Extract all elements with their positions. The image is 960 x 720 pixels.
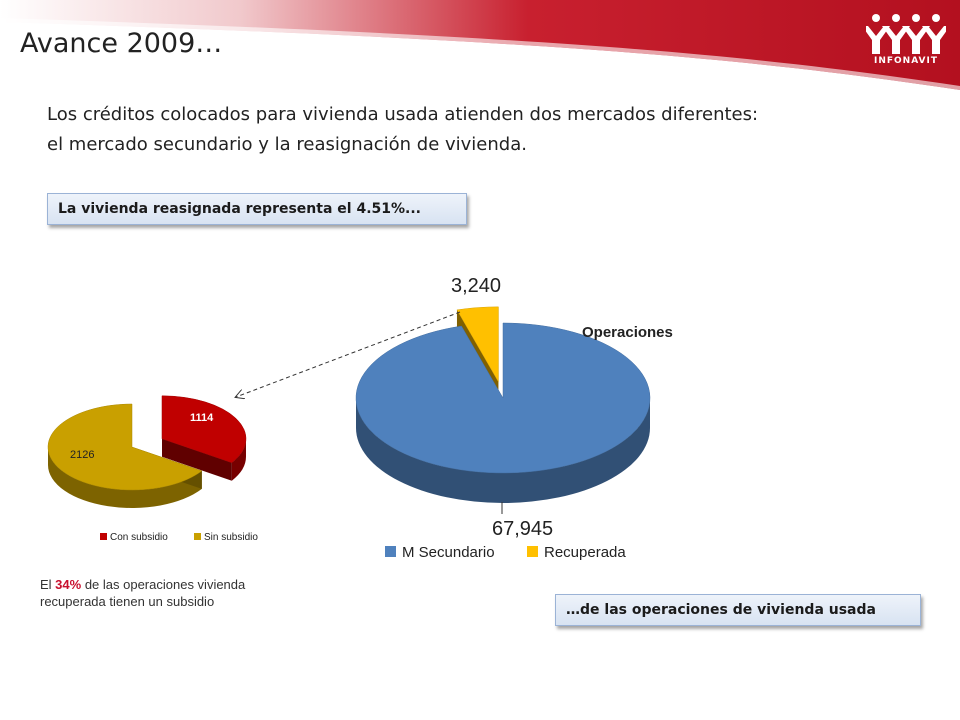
legend-label-sin-subsidio: Sin subsidio [204, 532, 258, 543]
m-secundario-slice [355, 322, 651, 474]
data-label-sin-subsidio: 2126 [70, 449, 94, 461]
recuperada-slice [456, 306, 499, 383]
page-title: Avance 2009… [20, 28, 223, 59]
legend-swatch-sin-subsidio [194, 533, 201, 540]
con-subsidio-wall-1 [161, 438, 232, 481]
legend-label-con-subsidio: Con subsidio [110, 532, 168, 543]
legend-swatch-m-secundario [385, 546, 396, 557]
note-prefix: El [40, 577, 56, 592]
link-arrow [236, 311, 461, 397]
con-subsidio-slice [161, 395, 247, 463]
legend-label-m-secundario: M Secundario [402, 544, 495, 561]
note-suffix: de las operaciones vivienda recuperada t… [40, 577, 246, 609]
header-band [0, 0, 960, 90]
callout-reasignada: La vivienda reasignada representa el 4.5… [47, 193, 467, 225]
intro-line-2: el mercado secundario y la reasignación … [47, 134, 527, 155]
legend-label-recuperada: Recuperada [544, 544, 626, 561]
data-label-m-secundario: 67,945 [492, 518, 553, 540]
infonavit-logo [866, 14, 946, 54]
data-label-recuperada: 3,240 [451, 275, 501, 297]
con-subsidio-side [231, 438, 246, 481]
callout-operaciones: …de las operaciones de vivienda usada [555, 594, 921, 626]
operaciones-pie [355, 306, 651, 503]
operaciones-pie-title: Operaciones [582, 324, 673, 341]
note-highlight: 34% [55, 577, 82, 592]
logo-text: INFONAVIT [873, 56, 939, 66]
intro-text: Los créditos colocados para vivienda usa… [47, 100, 867, 160]
legend-swatch-con-subsidio [100, 533, 107, 540]
legend-swatch-recuperada [527, 546, 538, 557]
data-label-con-subsidio: 1114 [190, 412, 214, 424]
m-secundario-side [356, 398, 650, 503]
subsidio-pie [47, 395, 247, 509]
sin-subsidio-slice [47, 403, 203, 491]
subsidy-note: El 34% de las operaciones vivienda recup… [40, 576, 270, 610]
sin-subsidio-side [47, 447, 202, 509]
intro-line-1: Los créditos colocados para vivienda usa… [47, 104, 759, 125]
